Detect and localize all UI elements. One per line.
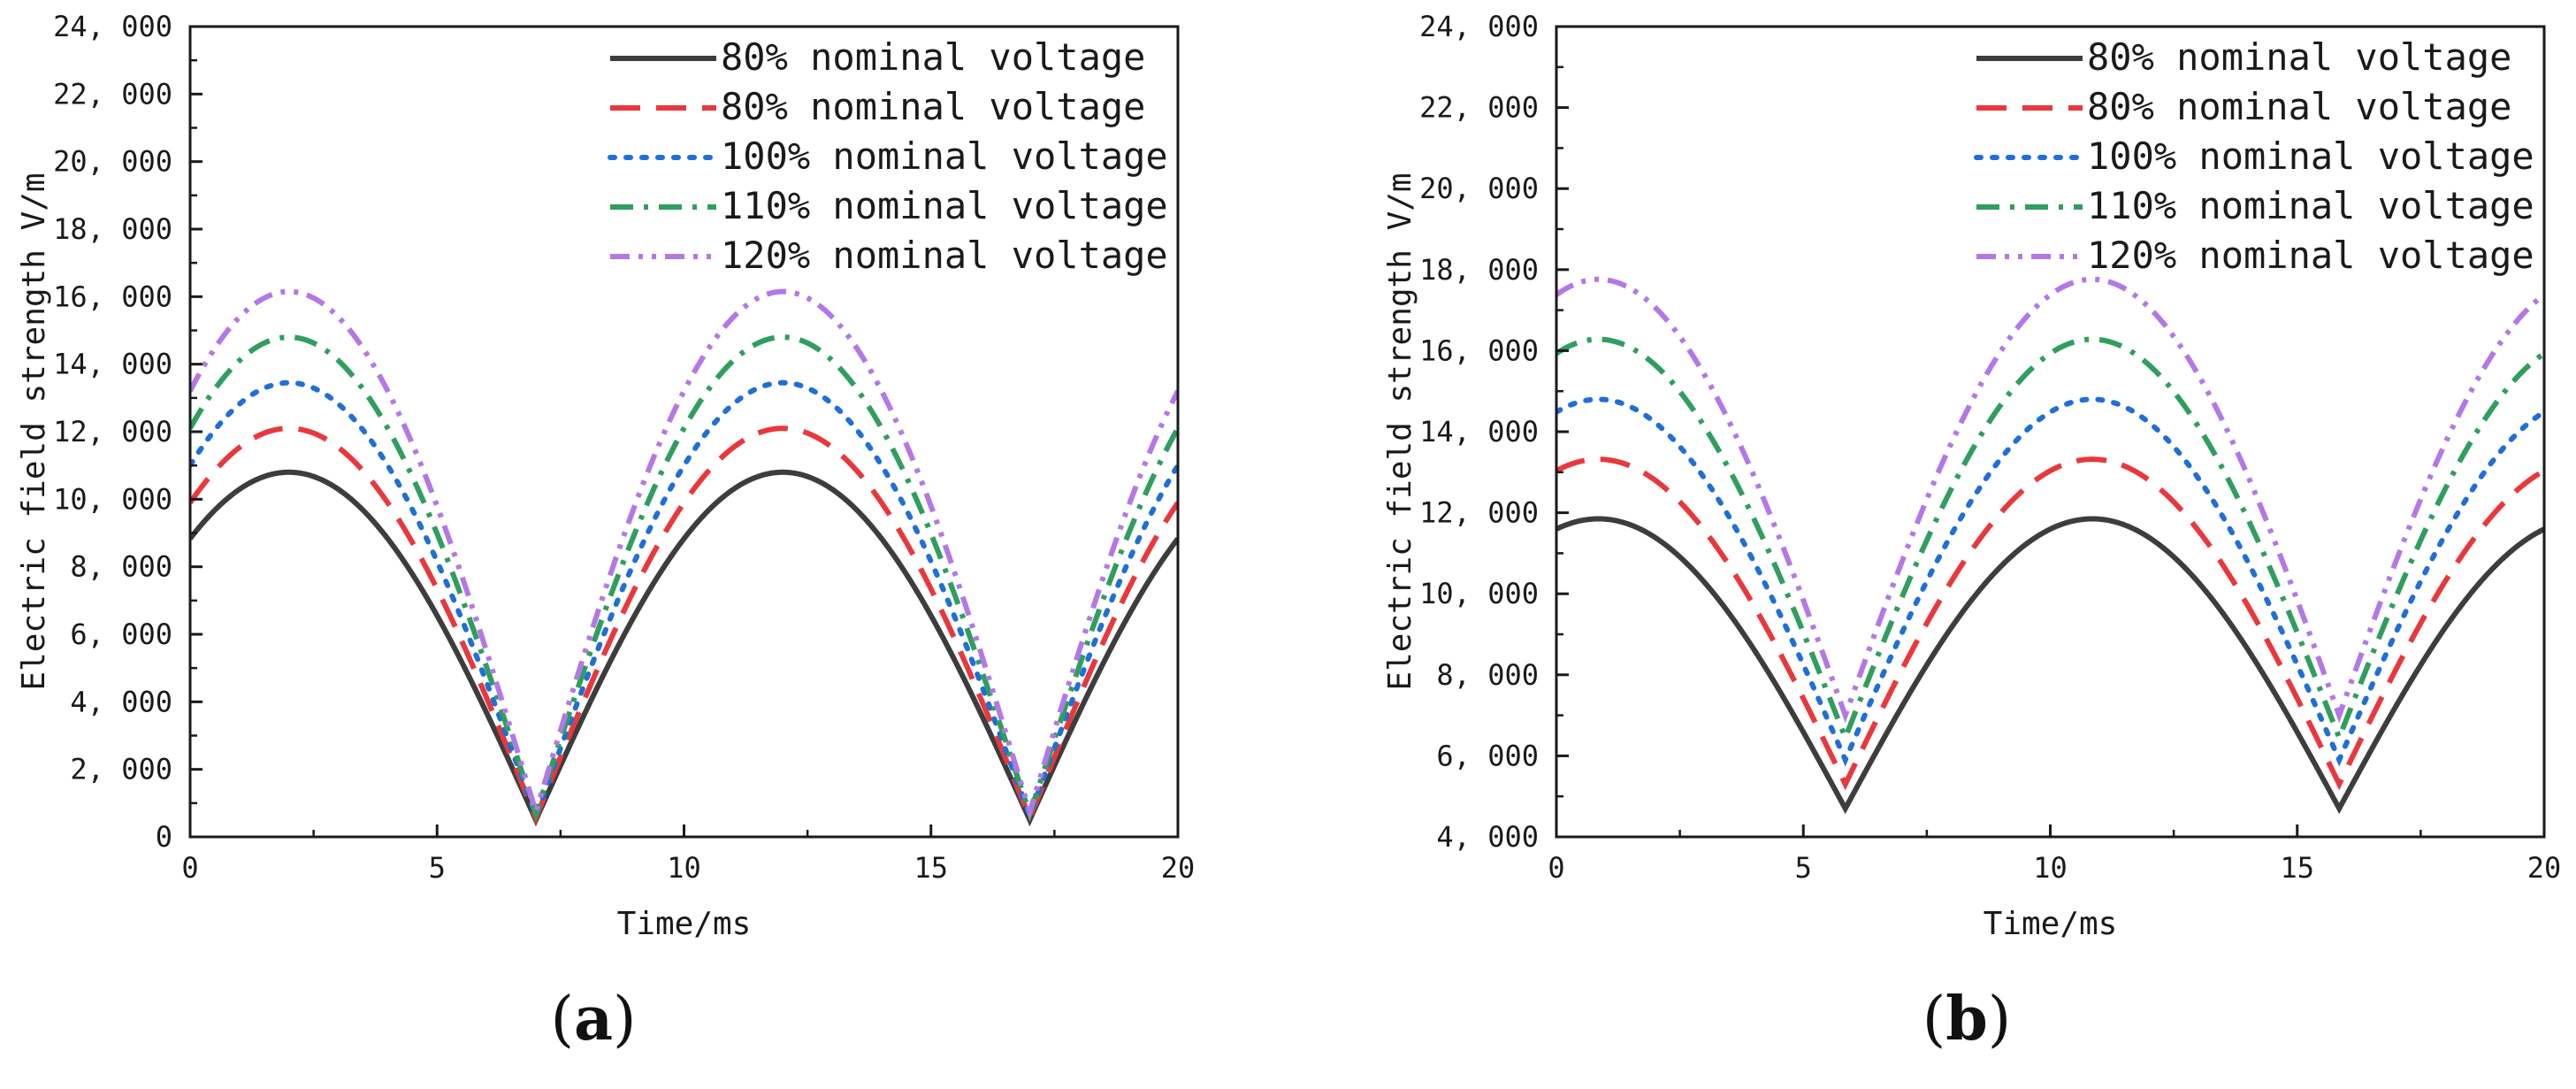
- y-tick-label: 24, 000: [1419, 10, 1539, 43]
- chart-panel-a: 0 5 10 15 20 0 2, 000 4, 000 6, 000 8, 000 10, 000…: [0, 0, 1210, 1054]
- y-tick-label: 0: [156, 820, 172, 854]
- series-line-0-0: [190, 469, 1178, 827]
- legend-label: 120% nominal voltage: [721, 234, 1168, 277]
- y-tick-label: 10, 000: [53, 482, 172, 516]
- series-line-1-1: [1556, 456, 2544, 791]
- y-tick-label: 8, 000: [70, 550, 172, 584]
- y-tick-label: 12, 000: [1419, 496, 1539, 530]
- y-tick-label: 18, 000: [53, 212, 172, 246]
- series-line-0-4: [190, 288, 1178, 822]
- y-tick-label: 20, 000: [1419, 172, 1539, 205]
- x-tick-label: 15: [913, 851, 948, 885]
- y-tick-label: 6, 000: [1436, 739, 1539, 772]
- x-axis-label: Time/ms: [1984, 906, 2118, 942]
- legend-label: 110% nominal voltage: [721, 184, 1168, 227]
- y-tick-label: 14, 000: [53, 348, 172, 381]
- x-tick-label: 5: [429, 851, 446, 885]
- legend-label: 80% nominal voltage: [721, 85, 1145, 128]
- legend-label: 80% nominal voltage: [721, 35, 1145, 79]
- y-tick-label: 22, 000: [1419, 91, 1539, 125]
- x-tick-label: 20: [1161, 851, 1196, 885]
- x-tick-label: 15: [2280, 851, 2314, 885]
- x-tick-label: 20: [2527, 851, 2562, 885]
- y-tick-label: 10, 000: [1419, 577, 1539, 610]
- legend-label: 120% nominal voltage: [2087, 234, 2534, 277]
- y-tick-label: 22, 000: [53, 77, 172, 111]
- y-tick-label: 2, 000: [70, 753, 172, 786]
- y-tick-label: 16, 000: [1419, 334, 1539, 367]
- y-tick-label: 6, 000: [70, 617, 172, 651]
- y-axis-label: Electric field strength V/m: [1382, 173, 1418, 690]
- x-axis-label: Time/ms: [617, 906, 752, 942]
- series-line-1-2: [1556, 396, 2544, 767]
- series-line-1-4: [1556, 276, 2544, 724]
- panel-label-a: (a): [550, 984, 637, 1054]
- y-tick-label: 16, 000: [53, 280, 172, 313]
- x-tick-label: 0: [181, 851, 198, 885]
- y-tick-label: 18, 000: [1419, 253, 1539, 287]
- legend-label: 80% nominal voltage: [2087, 35, 2511, 79]
- y-tick-label: 4, 000: [70, 685, 172, 718]
- legend-label: 100% nominal voltage: [721, 134, 1168, 178]
- x-tick-label: 10: [667, 851, 701, 885]
- series-line-0-1: [190, 426, 1178, 825]
- x-tick-label: 5: [1795, 851, 1812, 885]
- series-line-1-0: [1556, 516, 2544, 815]
- legend-label: 80% nominal voltage: [2087, 85, 2511, 128]
- chart-b: 0 5 10 15 20 4, 000 6, 000 8, 000 10, 000 12, 000…: [1382, 10, 2562, 942]
- y-tick-label: 20, 000: [53, 145, 172, 179]
- chart-panel-b: 0 5 10 15 20 4, 000 6, 000 8, 000 10, 000 12, 000…: [1366, 0, 2576, 1054]
- legend-label: 110% nominal voltage: [2087, 184, 2534, 227]
- panel-label-b: (b): [1922, 984, 2012, 1054]
- legend-label: 100% nominal voltage: [2087, 134, 2534, 178]
- series-line-1-3: [1556, 336, 2544, 745]
- series-line-0-3: [190, 334, 1178, 823]
- y-tick-label: 8, 000: [1436, 658, 1539, 692]
- series-line-0-2: [190, 380, 1178, 824]
- chart-a: 0 5 10 15 20 0 2, 000 4, 000 6, 000 8, 000 10, 000…: [16, 10, 1196, 942]
- y-tick-label: 4, 000: [1436, 820, 1539, 854]
- y-tick-label: 14, 000: [1419, 415, 1539, 449]
- x-tick-label: 10: [2033, 851, 2068, 885]
- y-axis-label: Electric field strength V/m: [16, 173, 52, 690]
- y-tick-label: 24, 000: [53, 10, 172, 43]
- y-tick-label: 12, 000: [53, 415, 172, 449]
- x-tick-label: 0: [1548, 851, 1564, 885]
